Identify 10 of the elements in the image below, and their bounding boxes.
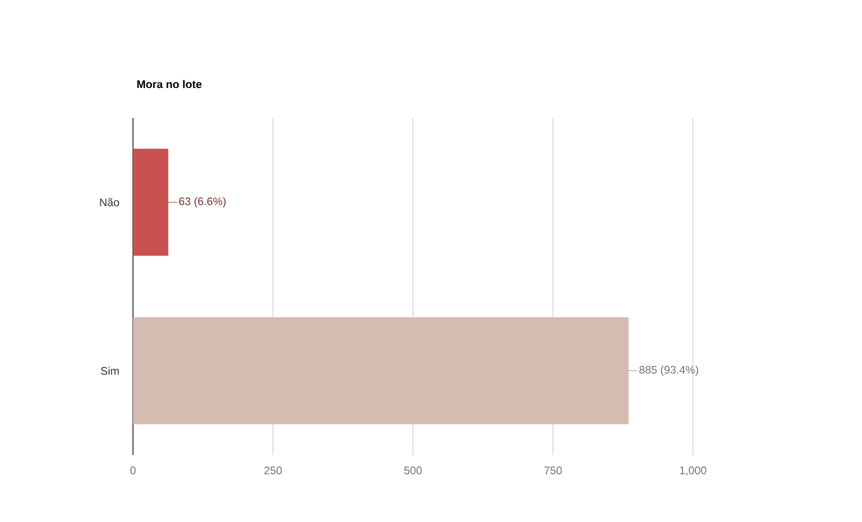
x-tick-label: 0 [130, 466, 136, 474]
y-tick-label: Sim [101, 366, 119, 375]
x-tick-label: 250 [264, 466, 282, 474]
data-label: 885 (93.4%) [639, 366, 698, 376]
x-tick-label: 1,000 [680, 466, 706, 476]
x-tick-label: 750 [544, 466, 562, 474]
y-tick-label: Não [100, 198, 119, 206]
x-tick-label: 500 [404, 466, 422, 474]
chart-title: Mora no lote [137, 80, 202, 88]
data-label: 63 (6.6%) [179, 197, 226, 208]
